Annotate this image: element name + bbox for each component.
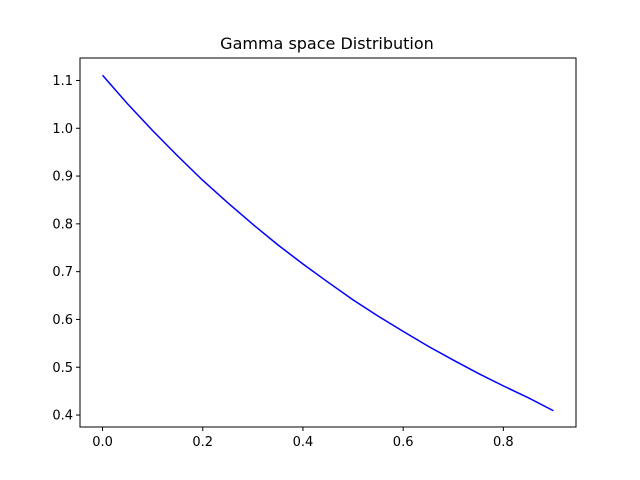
- y-axis-ticks: 0.4 0.5 0.6 0.7 0.8 0.9 1.0 1.1: [52, 74, 80, 424]
- y-tick-label: 0.5: [52, 361, 73, 376]
- y-tick-label: 1.0: [52, 122, 73, 137]
- chart-title: Gamma space Distribution: [220, 34, 434, 53]
- x-tick-label: 0.6: [393, 435, 414, 450]
- series-group: [101, 74, 554, 412]
- y-tick-label: 0.6: [52, 313, 73, 328]
- x-tick-label: 0.8: [493, 435, 514, 450]
- x-tick-label: 0.4: [293, 435, 314, 450]
- y-tick-label: 0.9: [52, 170, 73, 185]
- plot-area-frame: [79, 57, 577, 428]
- y-tick-label: 0.4: [52, 409, 73, 424]
- y-tick-label: 0.8: [52, 217, 73, 232]
- series-line: [101, 74, 554, 412]
- x-tick-label: 0.0: [92, 435, 113, 450]
- x-tick-label: 0.2: [192, 435, 213, 450]
- y-tick-label: 0.7: [52, 265, 73, 280]
- y-tick-label: 1.1: [52, 74, 73, 89]
- x-axis-ticks: 0.0 0.2 0.4 0.6 0.8: [92, 427, 514, 450]
